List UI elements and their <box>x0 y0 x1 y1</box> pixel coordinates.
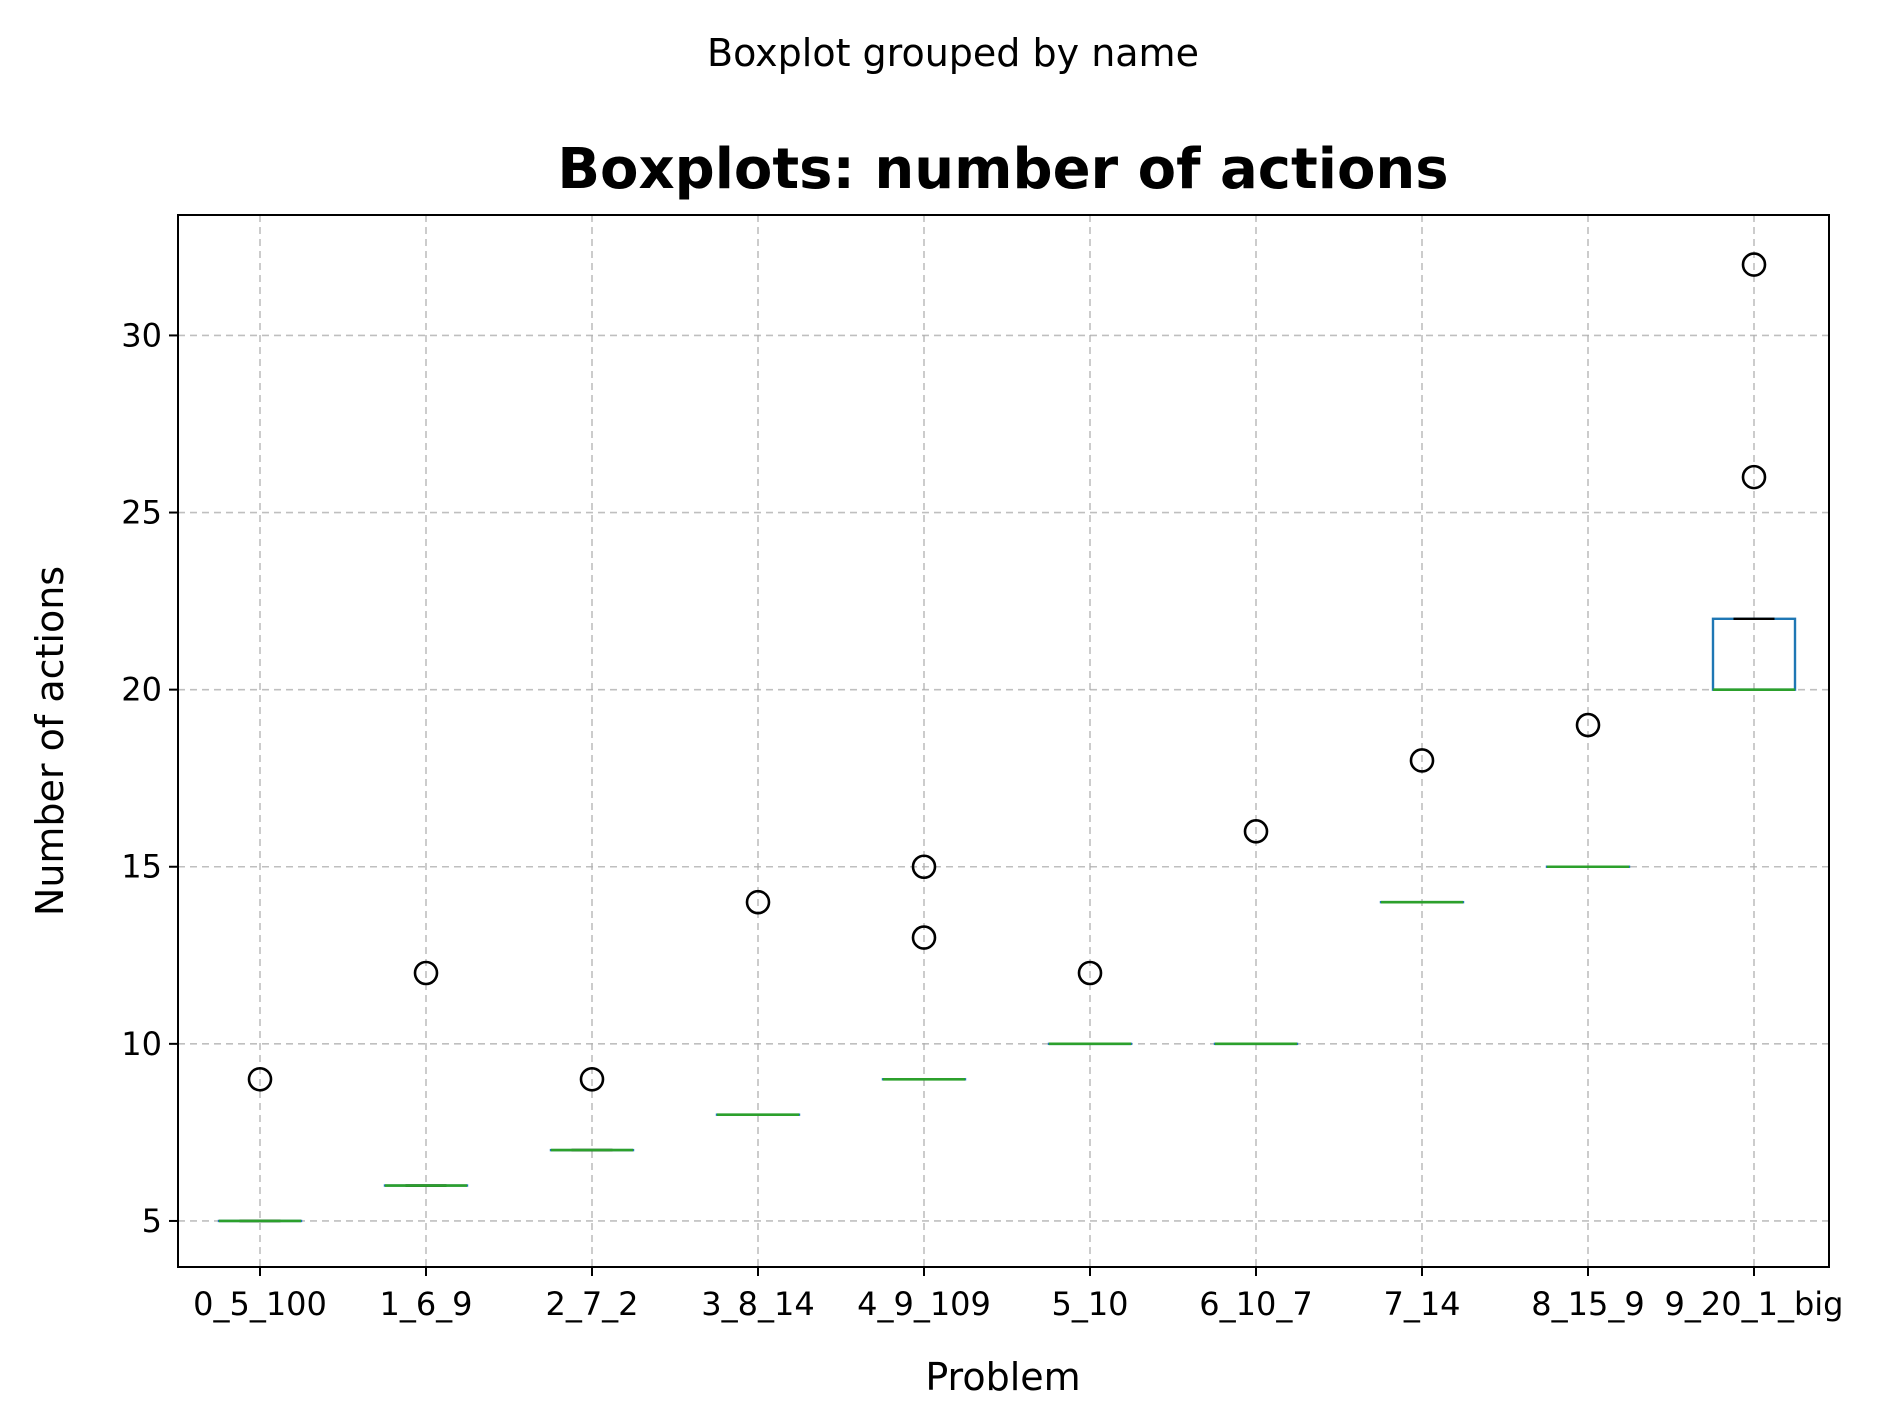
plot-area-frame <box>177 214 1830 1268</box>
x-tick-label: 1_6_9 <box>379 1285 472 1323</box>
x-tick-label: 4_9_109 <box>857 1285 991 1323</box>
x-tick-label: 7_14 <box>1383 1285 1460 1323</box>
outlier-point <box>579 1066 605 1092</box>
outlier-point <box>911 854 937 880</box>
outlier-point <box>1077 960 1103 986</box>
y-tick-label: 15 <box>121 848 162 886</box>
outlier-point <box>1741 252 1767 277</box>
outlier-point <box>1741 464 1767 490</box>
x-tick-label: 3_8_14 <box>701 1285 814 1323</box>
x-tick-label: 0_5_100 <box>193 1285 327 1323</box>
x-tick-label: 9_20_1_big <box>1665 1285 1844 1323</box>
y-tick-label: 25 <box>121 494 162 532</box>
outlier-point <box>1409 748 1435 773</box>
x-tick-label: 8_15_9 <box>1531 1285 1644 1323</box>
outlier-point <box>911 925 937 950</box>
chart-suptitle: Boxplot grouped by name <box>707 31 1199 75</box>
outlier-point <box>745 889 771 915</box>
outlier-point <box>1575 712 1601 738</box>
boxes <box>217 252 1797 1223</box>
x-tick-label: 5_10 <box>1051 1285 1128 1323</box>
y-tick-label: 30 <box>121 316 162 354</box>
outlier-point <box>1243 819 1269 844</box>
outlier-point <box>247 1066 273 1092</box>
y-tick-label: 20 <box>121 671 162 709</box>
outlier-point <box>413 960 439 986</box>
x-axis-label: Problem <box>925 1355 1080 1399</box>
grid-lines <box>178 215 1829 1267</box>
y-tick-label: 5 <box>142 1202 162 1240</box>
y-axis-label: Number of actions <box>28 566 72 916</box>
x-tick-label: 6_10_7 <box>1199 1285 1312 1323</box>
y-tick-label: 10 <box>121 1025 162 1063</box>
chart-title: Boxplots: number of actions <box>557 137 1448 202</box>
x-tick-label: 2_7_2 <box>545 1285 638 1323</box>
axis-ticks: 5 10 15 20 25 30 0_5_100 1_6_9 2_7_2 3_8_14 4_9_10… <box>121 316 1843 1323</box>
